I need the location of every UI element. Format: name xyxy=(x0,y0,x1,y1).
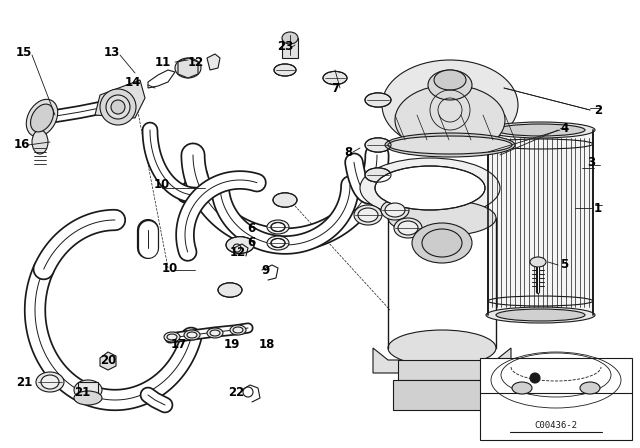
Text: 18: 18 xyxy=(259,339,275,352)
Ellipse shape xyxy=(496,124,585,136)
Polygon shape xyxy=(100,352,116,370)
Ellipse shape xyxy=(273,193,297,207)
Bar xyxy=(480,358,632,440)
Ellipse shape xyxy=(412,223,472,263)
Ellipse shape xyxy=(233,327,243,333)
Text: 6: 6 xyxy=(247,237,255,250)
Text: 5: 5 xyxy=(560,258,568,271)
Bar xyxy=(393,380,491,410)
Ellipse shape xyxy=(486,307,595,323)
Ellipse shape xyxy=(360,158,500,218)
Text: 3: 3 xyxy=(587,155,595,168)
Ellipse shape xyxy=(365,93,391,107)
Ellipse shape xyxy=(496,309,585,321)
Ellipse shape xyxy=(398,221,418,235)
Polygon shape xyxy=(95,80,145,118)
Ellipse shape xyxy=(512,382,532,394)
Ellipse shape xyxy=(267,220,289,234)
Ellipse shape xyxy=(282,32,298,44)
Text: 11: 11 xyxy=(155,56,171,69)
Ellipse shape xyxy=(274,64,296,76)
Ellipse shape xyxy=(385,203,405,217)
Text: 22: 22 xyxy=(228,387,244,400)
Ellipse shape xyxy=(74,380,102,400)
Text: 12: 12 xyxy=(188,56,204,69)
Ellipse shape xyxy=(358,208,378,222)
Ellipse shape xyxy=(381,200,409,220)
Text: 7: 7 xyxy=(331,82,339,95)
Ellipse shape xyxy=(207,328,223,338)
Ellipse shape xyxy=(354,205,382,225)
Ellipse shape xyxy=(388,330,496,366)
Ellipse shape xyxy=(382,60,518,150)
Ellipse shape xyxy=(385,133,515,157)
Ellipse shape xyxy=(580,382,600,394)
Ellipse shape xyxy=(365,138,391,152)
Ellipse shape xyxy=(111,100,125,114)
Text: C00436-2: C00436-2 xyxy=(534,422,577,431)
Text: 13: 13 xyxy=(104,47,120,60)
Ellipse shape xyxy=(26,99,58,137)
Polygon shape xyxy=(178,58,198,78)
Ellipse shape xyxy=(167,334,177,340)
Text: 19: 19 xyxy=(224,339,240,352)
Text: 6: 6 xyxy=(247,221,255,234)
Ellipse shape xyxy=(271,223,285,232)
Ellipse shape xyxy=(187,332,197,338)
Ellipse shape xyxy=(395,85,505,155)
Ellipse shape xyxy=(226,237,254,254)
Bar xyxy=(398,360,486,380)
Text: 23: 23 xyxy=(277,39,293,52)
Ellipse shape xyxy=(323,71,347,85)
Ellipse shape xyxy=(74,391,102,405)
Text: 20: 20 xyxy=(100,353,116,366)
Bar xyxy=(488,130,593,315)
Ellipse shape xyxy=(175,58,201,78)
Text: 9: 9 xyxy=(262,263,270,276)
Polygon shape xyxy=(373,348,511,373)
Ellipse shape xyxy=(394,218,422,238)
Ellipse shape xyxy=(428,70,472,100)
Ellipse shape xyxy=(32,130,48,154)
Ellipse shape xyxy=(388,200,496,236)
Ellipse shape xyxy=(41,375,59,389)
Ellipse shape xyxy=(267,236,289,250)
Ellipse shape xyxy=(210,330,220,336)
Text: 14: 14 xyxy=(125,76,141,89)
Ellipse shape xyxy=(184,330,200,340)
Ellipse shape xyxy=(530,257,546,267)
Ellipse shape xyxy=(36,372,64,392)
Ellipse shape xyxy=(31,104,54,132)
Text: 1: 1 xyxy=(594,202,602,215)
Ellipse shape xyxy=(365,168,391,182)
Ellipse shape xyxy=(388,136,512,154)
Ellipse shape xyxy=(375,166,485,210)
Ellipse shape xyxy=(271,238,285,247)
Text: 17: 17 xyxy=(171,339,187,352)
Ellipse shape xyxy=(100,89,136,125)
Text: 21: 21 xyxy=(16,376,32,389)
Ellipse shape xyxy=(486,122,595,138)
Text: 10: 10 xyxy=(154,178,170,191)
Text: 2: 2 xyxy=(594,103,602,116)
Bar xyxy=(78,382,98,398)
Text: 16: 16 xyxy=(14,138,30,151)
Ellipse shape xyxy=(106,95,130,119)
Ellipse shape xyxy=(164,332,180,342)
Circle shape xyxy=(530,373,540,383)
Bar xyxy=(282,38,298,58)
Text: 4: 4 xyxy=(561,121,569,134)
Text: 12: 12 xyxy=(230,246,246,258)
Ellipse shape xyxy=(218,283,242,297)
Ellipse shape xyxy=(422,229,462,257)
Text: 8: 8 xyxy=(344,146,352,159)
Text: 15: 15 xyxy=(16,47,32,60)
Polygon shape xyxy=(207,54,220,70)
Text: 21: 21 xyxy=(74,387,90,400)
Text: 10: 10 xyxy=(162,262,178,275)
Ellipse shape xyxy=(434,70,466,90)
Ellipse shape xyxy=(230,325,246,335)
